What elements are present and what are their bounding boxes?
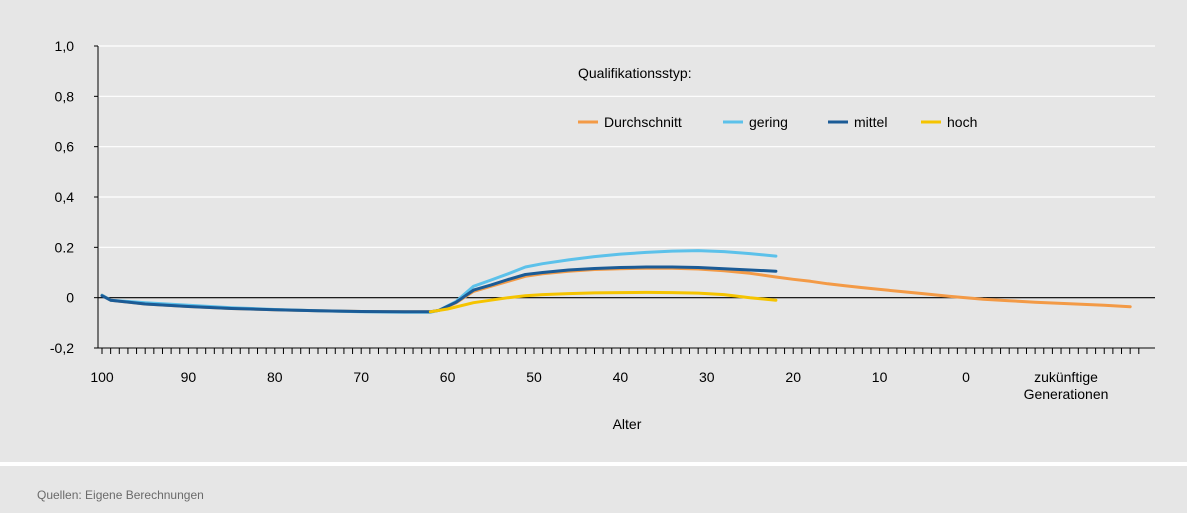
x-tick-label: 90 <box>181 369 197 385</box>
legend-label: mittel <box>854 114 887 130</box>
x-tick-label: 30 <box>699 369 715 385</box>
x-future-label: zukünftige <box>1034 369 1098 385</box>
x-tick-label: 10 <box>872 369 888 385</box>
series-line-mittel <box>100 265 778 314</box>
x-tick-label: 50 <box>526 369 542 385</box>
x-tick-label: 80 <box>267 369 283 385</box>
series-line-hoch <box>428 290 778 314</box>
y-tick-label: 0,6 <box>55 139 75 155</box>
legend-title: Qualifikationsstyp: <box>578 65 692 81</box>
x-tick-label: 40 <box>613 369 629 385</box>
x-tick-label: 100 <box>90 369 114 385</box>
x-axis-label: Alter <box>613 416 642 432</box>
source-panel: Quellen: Eigene Berechnungen <box>0 466 1187 513</box>
legend-label: gering <box>749 114 788 130</box>
series-line-gering <box>100 249 778 314</box>
x-future-label: Generationen <box>1024 386 1109 402</box>
x-tick-label: 20 <box>785 369 801 385</box>
chart-panel: 1,0 0,8 0,6 0,4 0.2 0 -0,2 100 90 80 70 60 50 40 30 20 1… <box>0 0 1187 462</box>
x-tick-label: 0 <box>962 369 970 385</box>
legend-label: hoch <box>947 114 977 130</box>
series-line-durchschnitt <box>100 266 1132 314</box>
y-tick-label: 1,0 <box>55 38 75 54</box>
x-tick-label: 70 <box>353 369 369 385</box>
x-tick-label: 60 <box>440 369 456 385</box>
source-note: Quellen: Eigene Berechnungen <box>37 488 204 502</box>
y-tick-label: -0,2 <box>50 340 74 356</box>
y-tick-label: 0,4 <box>55 189 75 205</box>
legend: Qualifikationsstyp: Durchschnitt gering mi… <box>578 65 977 130</box>
legend-label: Durchschnitt <box>604 114 682 130</box>
series-lines <box>100 249 1132 314</box>
y-tick-label: 0.2 <box>55 239 75 255</box>
y-tick-label: 0,8 <box>55 88 75 104</box>
gridlines <box>98 45 1155 349</box>
y-tick-label: 0 <box>66 290 74 306</box>
